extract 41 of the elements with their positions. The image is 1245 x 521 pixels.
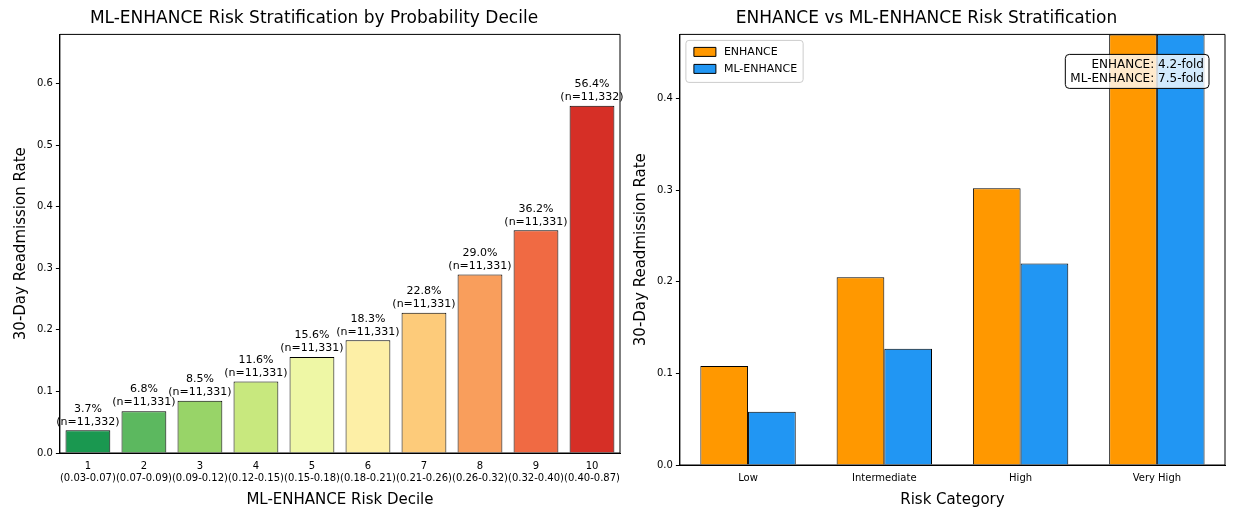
x-axis-title: ML-ENHANCE Risk Decile	[246, 489, 434, 508]
y-tick-label: 0.1	[657, 366, 673, 378]
y-tick-label: 0.1	[37, 385, 53, 397]
x-tick-label: 10 (0.40-0.87)	[564, 459, 621, 483]
x-tick-label: 1 (0.03-0.07)	[59, 459, 116, 483]
y-tick-label: 0.3	[657, 183, 673, 195]
x-tick-label: High	[1009, 471, 1033, 483]
x-tick-label: 9 (0.32-0.40)	[508, 459, 565, 483]
x-tick-label: 6 (0.18-0.21)	[339, 459, 397, 483]
y-tick-label: 0.2	[37, 323, 53, 335]
x-tick-label: 7 (0.21-0.26)	[395, 459, 453, 483]
y-tick-label: 0.4	[37, 200, 53, 212]
x-tick-label: Intermediate	[852, 471, 917, 483]
legend-label: ENHANCE	[723, 45, 778, 59]
chart-title: ML-ENHANCE Risk Stratification by Probability Decile	[89, 6, 539, 27]
x-tick-label: 5 (0.15-0.18)	[283, 459, 341, 483]
y-tick-label: 0.2	[657, 275, 673, 287]
legend-label: ML-ENHANCE	[723, 62, 798, 76]
data-label: 18.3% (n=11,331)	[336, 311, 400, 338]
x-tick-label: 8 (0.26-0.32)	[452, 459, 509, 483]
x-tick-label: 3 (0.09-0.12)	[171, 459, 228, 483]
y-tick-label: 0.4	[657, 92, 673, 104]
x-tick-label: Very High	[1132, 471, 1182, 483]
y-tick-label: 0.0	[37, 446, 53, 458]
x-axis-title: Risk Category	[900, 489, 1005, 508]
y-axis-title: 30-Day Readmission Rate	[630, 153, 649, 347]
x-tick-label: Low	[738, 471, 758, 483]
x-tick-label: 4 (0.12-0.15)	[227, 459, 284, 483]
y-axis-title: 30-Day Readmission Rate	[10, 147, 29, 341]
data-label: 36.2% (n=11,331)	[504, 201, 568, 228]
y-tick-label: 0.0	[657, 458, 673, 470]
annotation: ENHANCE: 4.2-fold ML-ENHANCE: 7.5-fold	[1070, 56, 1204, 85]
x-tick-label: 2 (0.07-0.09)	[115, 459, 172, 483]
data-label: 29.0% (n=11,331)	[448, 245, 512, 272]
y-tick-label: 0.5	[37, 138, 53, 150]
data-label: 22.8% (n=11,331)	[392, 284, 456, 311]
chart-title: ENHANCE vs ML-ENHANCE Risk Stratification	[735, 6, 1118, 27]
data-label: 11.6% (n=11,331)	[224, 352, 288, 379]
y-tick-label: 0.6	[37, 77, 53, 89]
data-label: 56.4% (n=11,332)	[560, 77, 624, 104]
y-tick-label: 0.3	[37, 261, 53, 273]
